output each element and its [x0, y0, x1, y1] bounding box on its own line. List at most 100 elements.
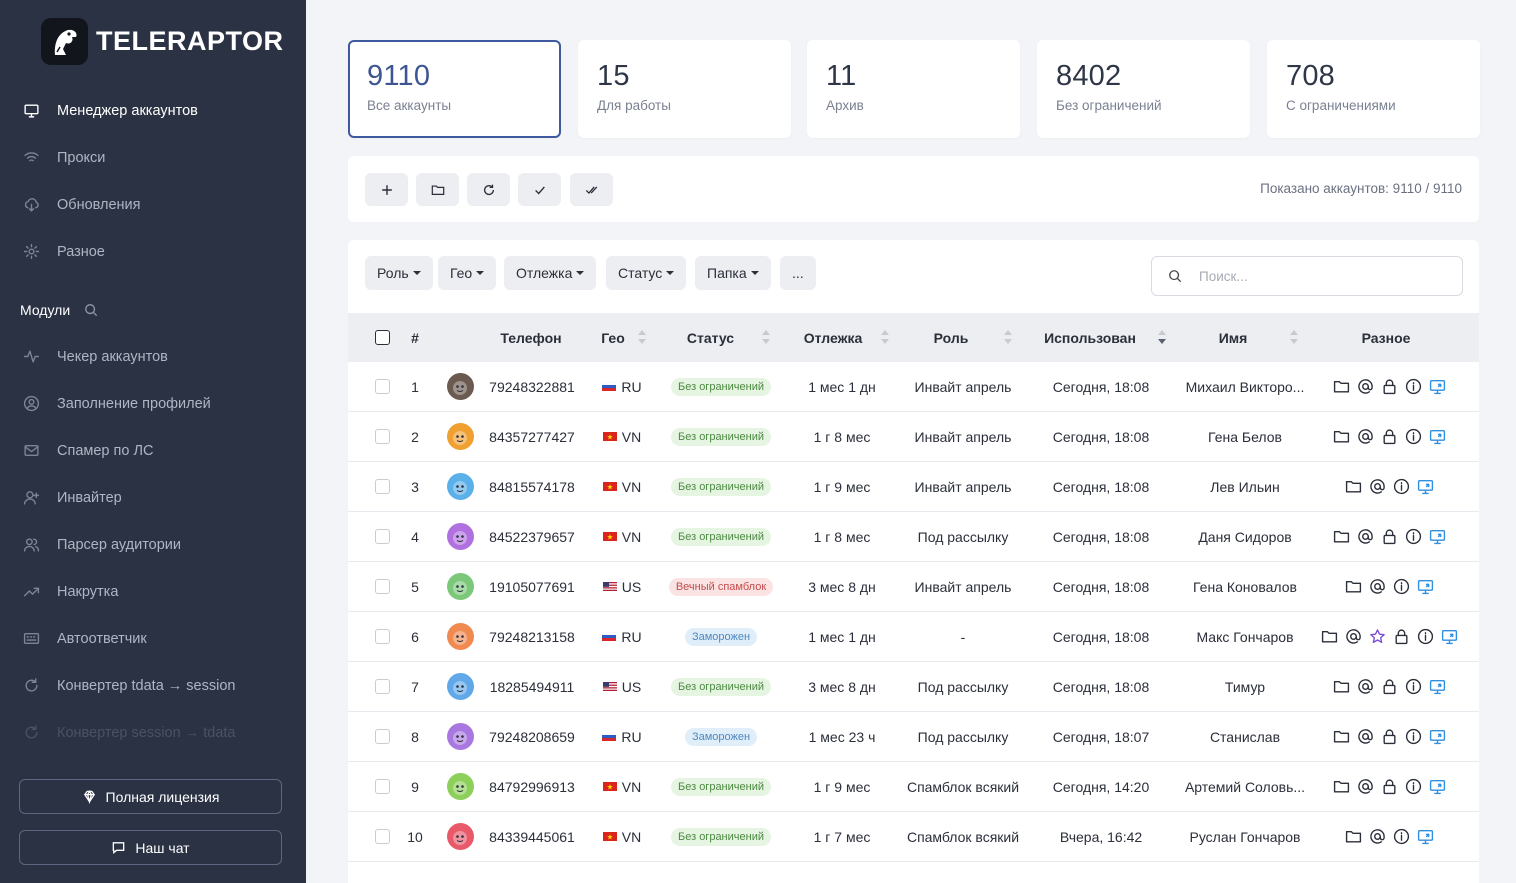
- filter-folder[interactable]: Папка: [695, 256, 771, 290]
- table-row[interactable]: 10 84339445061 VN Без ограничений 1 г 7 мес С…: [348, 812, 1479, 862]
- folder-icon[interactable]: [1333, 778, 1350, 795]
- stat-card-3[interactable]: 11 Архив: [807, 40, 1020, 138]
- module-item-4[interactable]: Инвайтер: [0, 474, 306, 521]
- info-icon[interactable]: [1405, 728, 1422, 745]
- refresh-button[interactable]: [467, 173, 510, 206]
- folder-icon[interactable]: [1333, 728, 1350, 745]
- row-checkbox[interactable]: [374, 479, 390, 494]
- desktop-icon[interactable]: [1429, 678, 1446, 695]
- info-icon[interactable]: [1405, 378, 1422, 395]
- nav-item-1[interactable]: Менеджер аккаунтов: [0, 87, 306, 134]
- check-button[interactable]: [518, 173, 561, 206]
- col-name[interactable]: Имя: [1218, 329, 1248, 346]
- lock-icon[interactable]: [1381, 678, 1398, 695]
- info-icon[interactable]: [1417, 628, 1434, 645]
- at-icon[interactable]: [1357, 528, 1374, 545]
- folder-icon[interactable]: [1345, 828, 1362, 845]
- sort-used-icon[interactable]: [1158, 330, 1166, 345]
- desktop-icon[interactable]: [1417, 578, 1434, 595]
- table-row[interactable]: 2 84357277427 VN Без ограничений 1 г 8 мес Ин…: [348, 412, 1479, 462]
- folder-button[interactable]: [416, 173, 459, 206]
- select-all-checkbox[interactable]: [374, 330, 390, 345]
- at-icon[interactable]: [1345, 628, 1362, 645]
- table-row[interactable]: 6 79248213158 RU Заморожен 1 мес 1 дн - Сегодн…: [348, 612, 1479, 662]
- table-row[interactable]: 8 79248208659 RU Заморожен 1 мес 23 ч Под рас…: [348, 712, 1479, 762]
- table-row[interactable]: 1 79248322881 RU Без ограничений 1 мес 1 дн И…: [348, 362, 1479, 412]
- at-icon[interactable]: [1369, 578, 1386, 595]
- row-checkbox[interactable]: [374, 579, 390, 594]
- sort-age-icon[interactable]: [881, 330, 889, 345]
- module-item-3[interactable]: Спамер по ЛС: [0, 427, 306, 474]
- stat-card-2[interactable]: 15 Для работы: [578, 40, 791, 138]
- lock-icon[interactable]: [1381, 778, 1398, 795]
- filter-geo[interactable]: Гео: [438, 256, 497, 290]
- desktop-icon[interactable]: [1417, 828, 1434, 845]
- row-checkbox[interactable]: [374, 679, 390, 694]
- module-item-2[interactable]: Заполнение профилей: [0, 380, 306, 427]
- check-all-button[interactable]: [570, 173, 613, 206]
- module-item-5[interactable]: Парсер аудитории: [0, 521, 306, 568]
- at-icon[interactable]: [1357, 678, 1374, 695]
- at-icon[interactable]: [1369, 478, 1386, 495]
- col-phone[interactable]: Телефон: [500, 329, 562, 346]
- filter-role[interactable]: Роль: [365, 256, 433, 290]
- module-item-1[interactable]: Чекер аккаунтов: [0, 333, 306, 380]
- desktop-icon[interactable]: [1429, 378, 1446, 395]
- sort-status-icon[interactable]: [762, 330, 770, 345]
- folder-icon[interactable]: [1333, 678, 1350, 695]
- desktop-icon[interactable]: [1429, 778, 1446, 795]
- filter-status[interactable]: Статус: [606, 256, 687, 290]
- col-used[interactable]: Использован: [1044, 329, 1136, 346]
- table-row[interactable]: 5 19105077691 US Вечный спамблок 3 мес 8 дн И…: [348, 562, 1479, 612]
- more-filters-button[interactable]: ...: [780, 256, 816, 290]
- folder-icon[interactable]: [1333, 378, 1350, 395]
- folder-icon[interactable]: [1321, 628, 1338, 645]
- desktop-icon[interactable]: [1429, 728, 1446, 745]
- nav-item-4[interactable]: Разное: [0, 228, 306, 275]
- lock-icon[interactable]: [1381, 728, 1398, 745]
- row-checkbox[interactable]: [374, 779, 390, 794]
- at-icon[interactable]: [1357, 428, 1374, 445]
- col-age[interactable]: Отлежка: [803, 329, 863, 346]
- lock-icon[interactable]: [1381, 528, 1398, 545]
- desktop-icon[interactable]: [1429, 428, 1446, 445]
- stat-card-4[interactable]: 8402 Без ограничений: [1037, 40, 1250, 138]
- folder-icon[interactable]: [1333, 428, 1350, 445]
- module-item-8[interactable]: Конвертер tdata → session: [0, 662, 306, 709]
- row-checkbox[interactable]: [374, 729, 390, 744]
- nav-item-2[interactable]: Прокси: [0, 134, 306, 181]
- row-checkbox[interactable]: [374, 379, 390, 394]
- search-icon[interactable]: [77, 303, 98, 317]
- table-row[interactable]: 3 84815574178 VN Без ограничений 1 г 9 мес Ин…: [348, 462, 1479, 512]
- info-icon[interactable]: [1405, 528, 1422, 545]
- row-checkbox[interactable]: [374, 629, 390, 644]
- lock-icon[interactable]: [1381, 428, 1398, 445]
- sort-name-icon[interactable]: [1290, 330, 1298, 345]
- desktop-icon[interactable]: [1429, 528, 1446, 545]
- col-status[interactable]: Статус: [686, 329, 735, 346]
- table-row[interactable]: 9 84792996913 VN Без ограничений 1 г 9 мес Сп…: [348, 762, 1479, 812]
- stat-card-1[interactable]: 9110 Все аккаунты: [348, 40, 561, 138]
- filter-age[interactable]: Отлежка: [504, 256, 597, 290]
- sort-role-icon[interactable]: [1004, 330, 1012, 345]
- desktop-icon[interactable]: [1417, 478, 1434, 495]
- lock-icon[interactable]: [1393, 628, 1410, 645]
- info-icon[interactable]: [1405, 778, 1422, 795]
- module-item-7[interactable]: Автоответчик: [0, 615, 306, 662]
- info-icon[interactable]: [1405, 428, 1422, 445]
- folder-icon[interactable]: [1345, 578, 1362, 595]
- col-role[interactable]: Роль: [933, 329, 969, 346]
- nav-item-3[interactable]: Обновления: [0, 181, 306, 228]
- info-icon[interactable]: [1393, 478, 1410, 495]
- info-icon[interactable]: [1393, 828, 1410, 845]
- info-icon[interactable]: [1393, 578, 1410, 595]
- module-item-9[interactable]: Конвертер session → tdata: [0, 709, 306, 756]
- star-icon[interactable]: [1369, 628, 1386, 645]
- lock-icon[interactable]: [1381, 378, 1398, 395]
- row-checkbox[interactable]: [374, 829, 390, 844]
- folder-icon[interactable]: [1333, 528, 1350, 545]
- folder-icon[interactable]: [1345, 478, 1362, 495]
- sort-geo-icon[interactable]: [638, 330, 646, 345]
- at-icon[interactable]: [1357, 728, 1374, 745]
- search-input[interactable]: [1199, 268, 1449, 284]
